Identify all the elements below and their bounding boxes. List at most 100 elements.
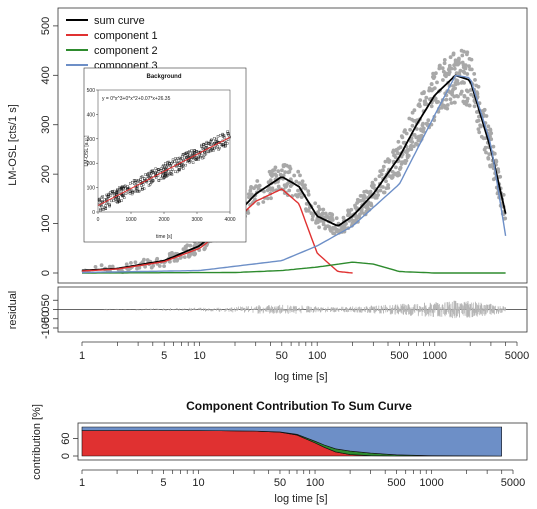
inset-point bbox=[102, 208, 105, 211]
observed-point bbox=[477, 130, 482, 135]
observed-point bbox=[454, 71, 459, 75]
inset-point bbox=[99, 209, 102, 212]
observed-point bbox=[257, 183, 262, 188]
observed-point bbox=[436, 100, 440, 104]
inset-point bbox=[163, 175, 166, 179]
observed-point bbox=[390, 175, 395, 179]
inset-fit-line bbox=[97, 136, 231, 207]
observed-point bbox=[407, 116, 412, 121]
observed-point bbox=[394, 165, 398, 170]
main-x-tick-label: 100 bbox=[308, 350, 326, 362]
inset-point bbox=[188, 150, 191, 153]
inset-point bbox=[212, 149, 215, 152]
observed-point bbox=[415, 127, 419, 131]
observed-point bbox=[320, 211, 325, 216]
observed-point bbox=[414, 141, 418, 146]
contribution-x-tick-label: 100 bbox=[306, 477, 324, 489]
inset-point bbox=[191, 161, 195, 164]
observed-point bbox=[462, 94, 467, 99]
inset-point bbox=[179, 158, 182, 161]
observed-point bbox=[410, 140, 415, 144]
observed-point bbox=[476, 127, 481, 131]
inset-point bbox=[169, 164, 172, 167]
observed-point bbox=[342, 223, 347, 228]
inset-point bbox=[134, 181, 138, 184]
observed-point bbox=[442, 58, 447, 62]
inset-point bbox=[103, 198, 106, 201]
inset-point bbox=[159, 177, 163, 180]
observed-point bbox=[427, 88, 431, 93]
inset-point bbox=[194, 157, 197, 160]
inset-point bbox=[133, 182, 136, 185]
observed-point bbox=[484, 150, 488, 155]
observed-point bbox=[369, 184, 374, 188]
inset-point bbox=[224, 144, 227, 147]
inset-title: Background bbox=[146, 74, 181, 80]
observed-point bbox=[314, 219, 319, 224]
inset-point bbox=[201, 147, 204, 150]
observed-point bbox=[283, 170, 288, 175]
observed-point bbox=[403, 161, 408, 166]
inset-y-tick-label: 100 bbox=[87, 186, 96, 192]
residual-y-axis-label: residual bbox=[7, 291, 19, 330]
inset-point bbox=[186, 153, 190, 156]
observed-point bbox=[137, 265, 142, 270]
observed-point bbox=[281, 173, 286, 178]
observed-point bbox=[143, 264, 148, 269]
contribution-x-tick-label: 500 bbox=[387, 477, 405, 489]
inset-point bbox=[99, 207, 102, 211]
residual-y-tick-label: 0 bbox=[40, 306, 52, 312]
main-y-tick-label: 300 bbox=[40, 116, 52, 134]
observed-point bbox=[501, 193, 506, 197]
inset-point bbox=[180, 165, 184, 168]
inset-point bbox=[124, 192, 128, 195]
inset-frame bbox=[83, 67, 247, 243]
observed-point bbox=[330, 212, 335, 217]
observed-point bbox=[181, 247, 186, 252]
observed-point bbox=[370, 180, 375, 185]
inset-point bbox=[166, 161, 169, 164]
inset-point bbox=[207, 142, 210, 145]
observed-point bbox=[424, 102, 429, 106]
observed-point bbox=[449, 101, 454, 105]
inset-point bbox=[188, 154, 191, 157]
inset-point bbox=[131, 191, 134, 194]
observed-point bbox=[418, 98, 423, 102]
observed-point bbox=[475, 90, 479, 94]
inset-point bbox=[131, 181, 134, 184]
observed-point bbox=[424, 95, 429, 100]
contribution-x-axis-label: log time [s] bbox=[274, 493, 327, 505]
observed-point bbox=[419, 127, 423, 132]
observed-point bbox=[317, 225, 321, 230]
observed-point bbox=[249, 186, 253, 190]
observed-point bbox=[324, 224, 328, 229]
inset-point bbox=[219, 134, 222, 137]
inset-points bbox=[97, 130, 231, 212]
main-x-axis: 1 5 10 50 100 500 1000 5000 bbox=[79, 341, 529, 362]
observed-point bbox=[265, 196, 270, 201]
inset-point bbox=[210, 148, 213, 151]
observed-point bbox=[311, 214, 315, 219]
inset-point bbox=[150, 180, 153, 183]
curve-component-2 bbox=[82, 261, 506, 274]
inset-point bbox=[221, 144, 224, 147]
inset-point bbox=[141, 186, 144, 190]
inset-point bbox=[120, 188, 123, 192]
observed-point bbox=[306, 189, 311, 194]
inset-point bbox=[137, 179, 140, 182]
inset-point bbox=[154, 171, 157, 174]
inset-point bbox=[174, 157, 177, 160]
inset-axes: 0 1000 2000 3000 4000 0 100 200 300 400 500 bbox=[87, 88, 236, 223]
observed-point bbox=[459, 81, 464, 85]
observed-point bbox=[466, 89, 470, 94]
main-y-tick-label: 200 bbox=[40, 165, 52, 183]
inset-point bbox=[162, 168, 166, 171]
observed-point bbox=[384, 186, 389, 191]
observed-point bbox=[410, 123, 415, 128]
inset-point bbox=[109, 194, 113, 197]
inset-y-tick-label: 300 bbox=[87, 137, 96, 143]
observed-point bbox=[421, 121, 425, 126]
observed-point bbox=[459, 48, 464, 53]
inset-point bbox=[228, 135, 231, 139]
contribution-title: Component Contribution To Sum Curve bbox=[186, 399, 412, 413]
